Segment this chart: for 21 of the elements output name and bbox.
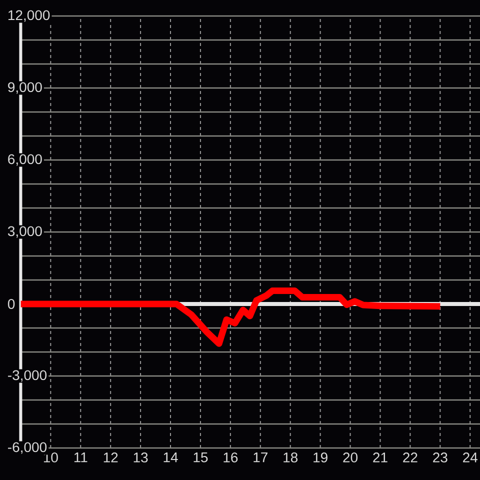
- y-tick-label: -3,000: [8, 370, 47, 382]
- x-tick-label: 14: [164, 452, 178, 462]
- x-tick-label: 24: [463, 452, 478, 462]
- x-tick-label: 19: [314, 452, 328, 462]
- y-tick-label: -6,000: [8, 442, 47, 454]
- x-tick-label: 16: [224, 452, 238, 462]
- y-tick-label: 3,000: [8, 226, 42, 238]
- x-tick-label: 23: [433, 452, 448, 462]
- x-tick-label: 13: [134, 452, 148, 462]
- y-tick-label: 6,000: [8, 154, 42, 166]
- x-tick-label: 22: [403, 452, 418, 462]
- y-tick-label: 12,000: [8, 10, 50, 22]
- y-tick-label: 0: [8, 299, 15, 309]
- x-tick-label: 21: [373, 452, 388, 462]
- x-tick-label: 20: [343, 452, 358, 462]
- x-tick-label: 17: [254, 452, 268, 462]
- x-tick-label: 15: [194, 452, 208, 462]
- y-tick-label: 9,000: [8, 82, 42, 94]
- x-tick-label: 11: [74, 452, 88, 462]
- x-tick-label: 18: [284, 452, 298, 462]
- x-tick-label: 12: [104, 452, 118, 462]
